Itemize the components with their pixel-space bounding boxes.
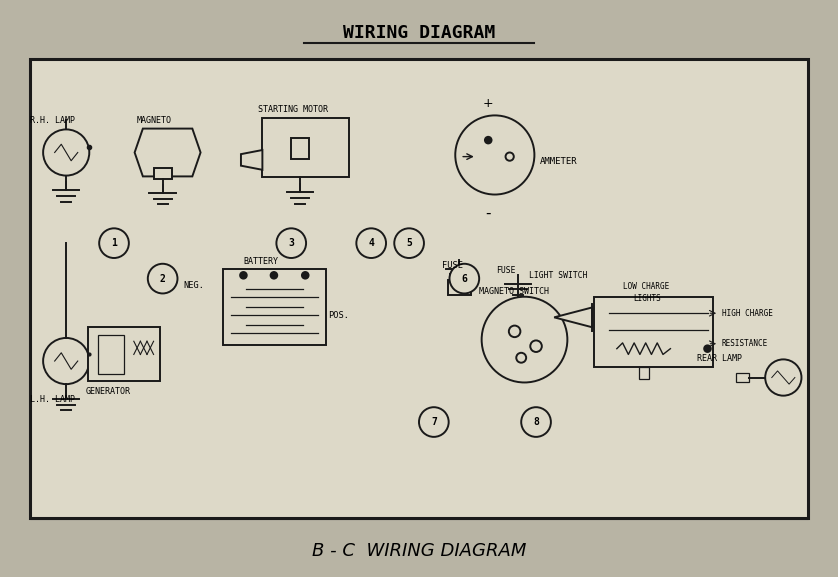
Circle shape xyxy=(43,129,90,175)
Text: 2: 2 xyxy=(160,273,166,284)
Circle shape xyxy=(455,115,535,194)
Circle shape xyxy=(147,264,178,294)
Circle shape xyxy=(43,338,90,384)
Text: AMMETER: AMMETER xyxy=(541,157,577,166)
Circle shape xyxy=(241,272,246,279)
Text: B - C  WIRING DIAGRAM: B - C WIRING DIAGRAM xyxy=(312,542,526,560)
Bar xyxy=(736,373,748,383)
Text: 8: 8 xyxy=(533,417,539,427)
Bar xyxy=(594,297,713,367)
Text: REAR LAMP: REAR LAMP xyxy=(696,354,742,363)
Text: GENERATOR: GENERATOR xyxy=(86,387,131,396)
Circle shape xyxy=(521,407,551,437)
Text: MAGNETO: MAGNETO xyxy=(137,117,172,125)
Text: LOW CHARGE: LOW CHARGE xyxy=(623,282,669,291)
Text: R.H. LAMP: R.H. LAMP xyxy=(30,117,75,125)
Text: MAGNETO SWITCH: MAGNETO SWITCH xyxy=(479,287,549,297)
Text: LIGHT SWITCH: LIGHT SWITCH xyxy=(529,271,587,280)
Text: STARTING MOTOR: STARTING MOTOR xyxy=(258,105,328,114)
Bar xyxy=(447,280,471,295)
Text: 5: 5 xyxy=(406,238,412,248)
Text: 3: 3 xyxy=(288,238,294,248)
Text: FUSE: FUSE xyxy=(495,267,515,275)
Text: L.H. LAMP: L.H. LAMP xyxy=(30,395,75,404)
Text: RESISTANCE: RESISTANCE xyxy=(722,339,768,349)
Circle shape xyxy=(505,152,514,161)
Circle shape xyxy=(277,228,306,258)
Text: NEG.: NEG. xyxy=(184,280,204,290)
Circle shape xyxy=(509,325,520,337)
Text: POS.: POS. xyxy=(328,311,349,320)
Bar xyxy=(262,118,349,177)
Circle shape xyxy=(394,228,424,258)
Text: -: - xyxy=(485,206,491,221)
Circle shape xyxy=(765,359,801,396)
Bar xyxy=(97,335,124,374)
Text: 4: 4 xyxy=(368,238,374,248)
Text: 7: 7 xyxy=(431,417,437,427)
Text: +: + xyxy=(483,98,494,110)
Circle shape xyxy=(302,272,308,279)
Text: 1: 1 xyxy=(111,238,117,248)
Circle shape xyxy=(704,346,711,352)
Circle shape xyxy=(516,353,526,363)
Bar xyxy=(88,327,160,381)
Bar xyxy=(292,138,309,159)
Text: WIRING DIAGRAM: WIRING DIAGRAM xyxy=(343,24,495,42)
Circle shape xyxy=(530,340,542,352)
Circle shape xyxy=(468,285,473,290)
Text: BATTERY: BATTERY xyxy=(243,257,278,266)
Polygon shape xyxy=(241,150,262,170)
Text: LIGHTS: LIGHTS xyxy=(634,294,661,302)
Bar xyxy=(639,367,649,379)
Circle shape xyxy=(482,297,567,383)
Circle shape xyxy=(99,228,129,258)
Circle shape xyxy=(485,137,492,144)
Circle shape xyxy=(449,264,479,294)
Text: FUSE: FUSE xyxy=(442,261,463,271)
Bar xyxy=(153,168,172,179)
Bar xyxy=(223,269,326,344)
Polygon shape xyxy=(135,129,200,177)
Text: 6: 6 xyxy=(462,273,468,284)
Text: HIGH CHARGE: HIGH CHARGE xyxy=(722,309,773,318)
Circle shape xyxy=(419,407,448,437)
Circle shape xyxy=(356,228,386,258)
Bar xyxy=(30,59,808,518)
Circle shape xyxy=(271,272,277,279)
Polygon shape xyxy=(554,308,592,327)
